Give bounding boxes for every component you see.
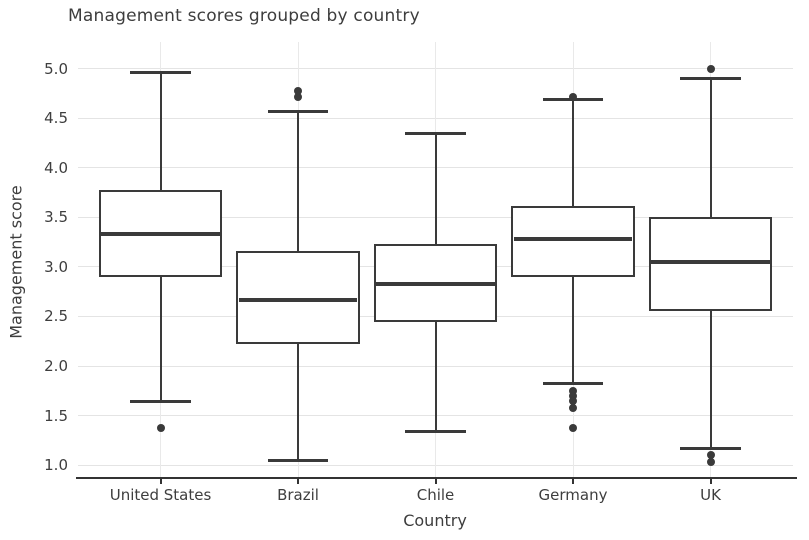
median-line — [238, 297, 358, 302]
upper-whisker-cap — [130, 71, 191, 75]
median-line — [513, 237, 633, 242]
lower-whisker — [434, 322, 437, 432]
upper-whisker — [572, 99, 574, 207]
y-tick-label: 2.0 — [44, 357, 68, 376]
x-axis-title: Country — [403, 511, 467, 530]
upper-whisker-cap — [267, 109, 329, 113]
x-category-label: Germany — [538, 486, 608, 504]
upper-whisker — [434, 133, 437, 245]
lower-whisker-cap — [542, 382, 604, 386]
outlier-point — [294, 93, 302, 102]
iqr-box — [511, 206, 635, 277]
x-axis-tick — [434, 479, 437, 484]
outlier-point — [294, 86, 302, 95]
y-tick-label: 2.5 — [44, 307, 68, 326]
x-axis-tick — [159, 479, 162, 484]
outlier-point — [569, 386, 577, 395]
y-tick-label: 5.0 — [44, 59, 68, 78]
x-category-label: Brazil — [277, 486, 319, 504]
upper-whisker — [159, 72, 162, 190]
outlier-point — [569, 396, 577, 405]
x-category-label: UK — [700, 486, 721, 504]
lower-whisker — [709, 310, 712, 449]
lower-whisker — [297, 344, 299, 461]
x-axis-tick — [709, 479, 712, 484]
outlier-point — [569, 92, 577, 101]
upper-whisker — [709, 78, 712, 218]
y-tick-label: 4.5 — [44, 109, 68, 128]
lower-whisker-cap — [130, 400, 191, 404]
y-tick-label: 3.5 — [44, 208, 68, 227]
lower-whisker-cap — [405, 429, 466, 433]
x-category-label: Chile — [416, 486, 455, 504]
upper-whisker-cap — [680, 77, 741, 81]
upper-whisker-cap — [405, 131, 466, 135]
median-line — [376, 281, 495, 286]
chart-title: Management scores grouped by country — [68, 6, 420, 26]
y-tick-label: 4.0 — [44, 158, 68, 177]
outlier-point — [706, 64, 715, 73]
median-line — [651, 259, 770, 264]
y-tick-label: 1.0 — [44, 456, 68, 475]
outlier-point — [569, 391, 577, 400]
upper-whisker — [297, 111, 299, 252]
plot-area — [78, 42, 793, 478]
outlier-point — [156, 424, 165, 433]
lower-whisker — [572, 276, 574, 384]
lower-whisker-cap — [267, 458, 329, 462]
outlier-point — [706, 458, 715, 467]
outlier-point — [569, 403, 577, 412]
x-axis-tick — [297, 479, 299, 484]
outlier-point — [569, 424, 577, 433]
outlier-point — [706, 451, 715, 460]
median-line — [101, 232, 220, 237]
x-axis-tick — [572, 479, 574, 484]
lower-whisker — [159, 276, 162, 402]
x-category-label: United States — [109, 486, 212, 504]
y-tick-label: 3.0 — [44, 257, 68, 276]
y-tick-label: 1.5 — [44, 406, 68, 425]
x-axis-line — [76, 477, 797, 479]
lower-whisker-cap — [680, 446, 741, 450]
